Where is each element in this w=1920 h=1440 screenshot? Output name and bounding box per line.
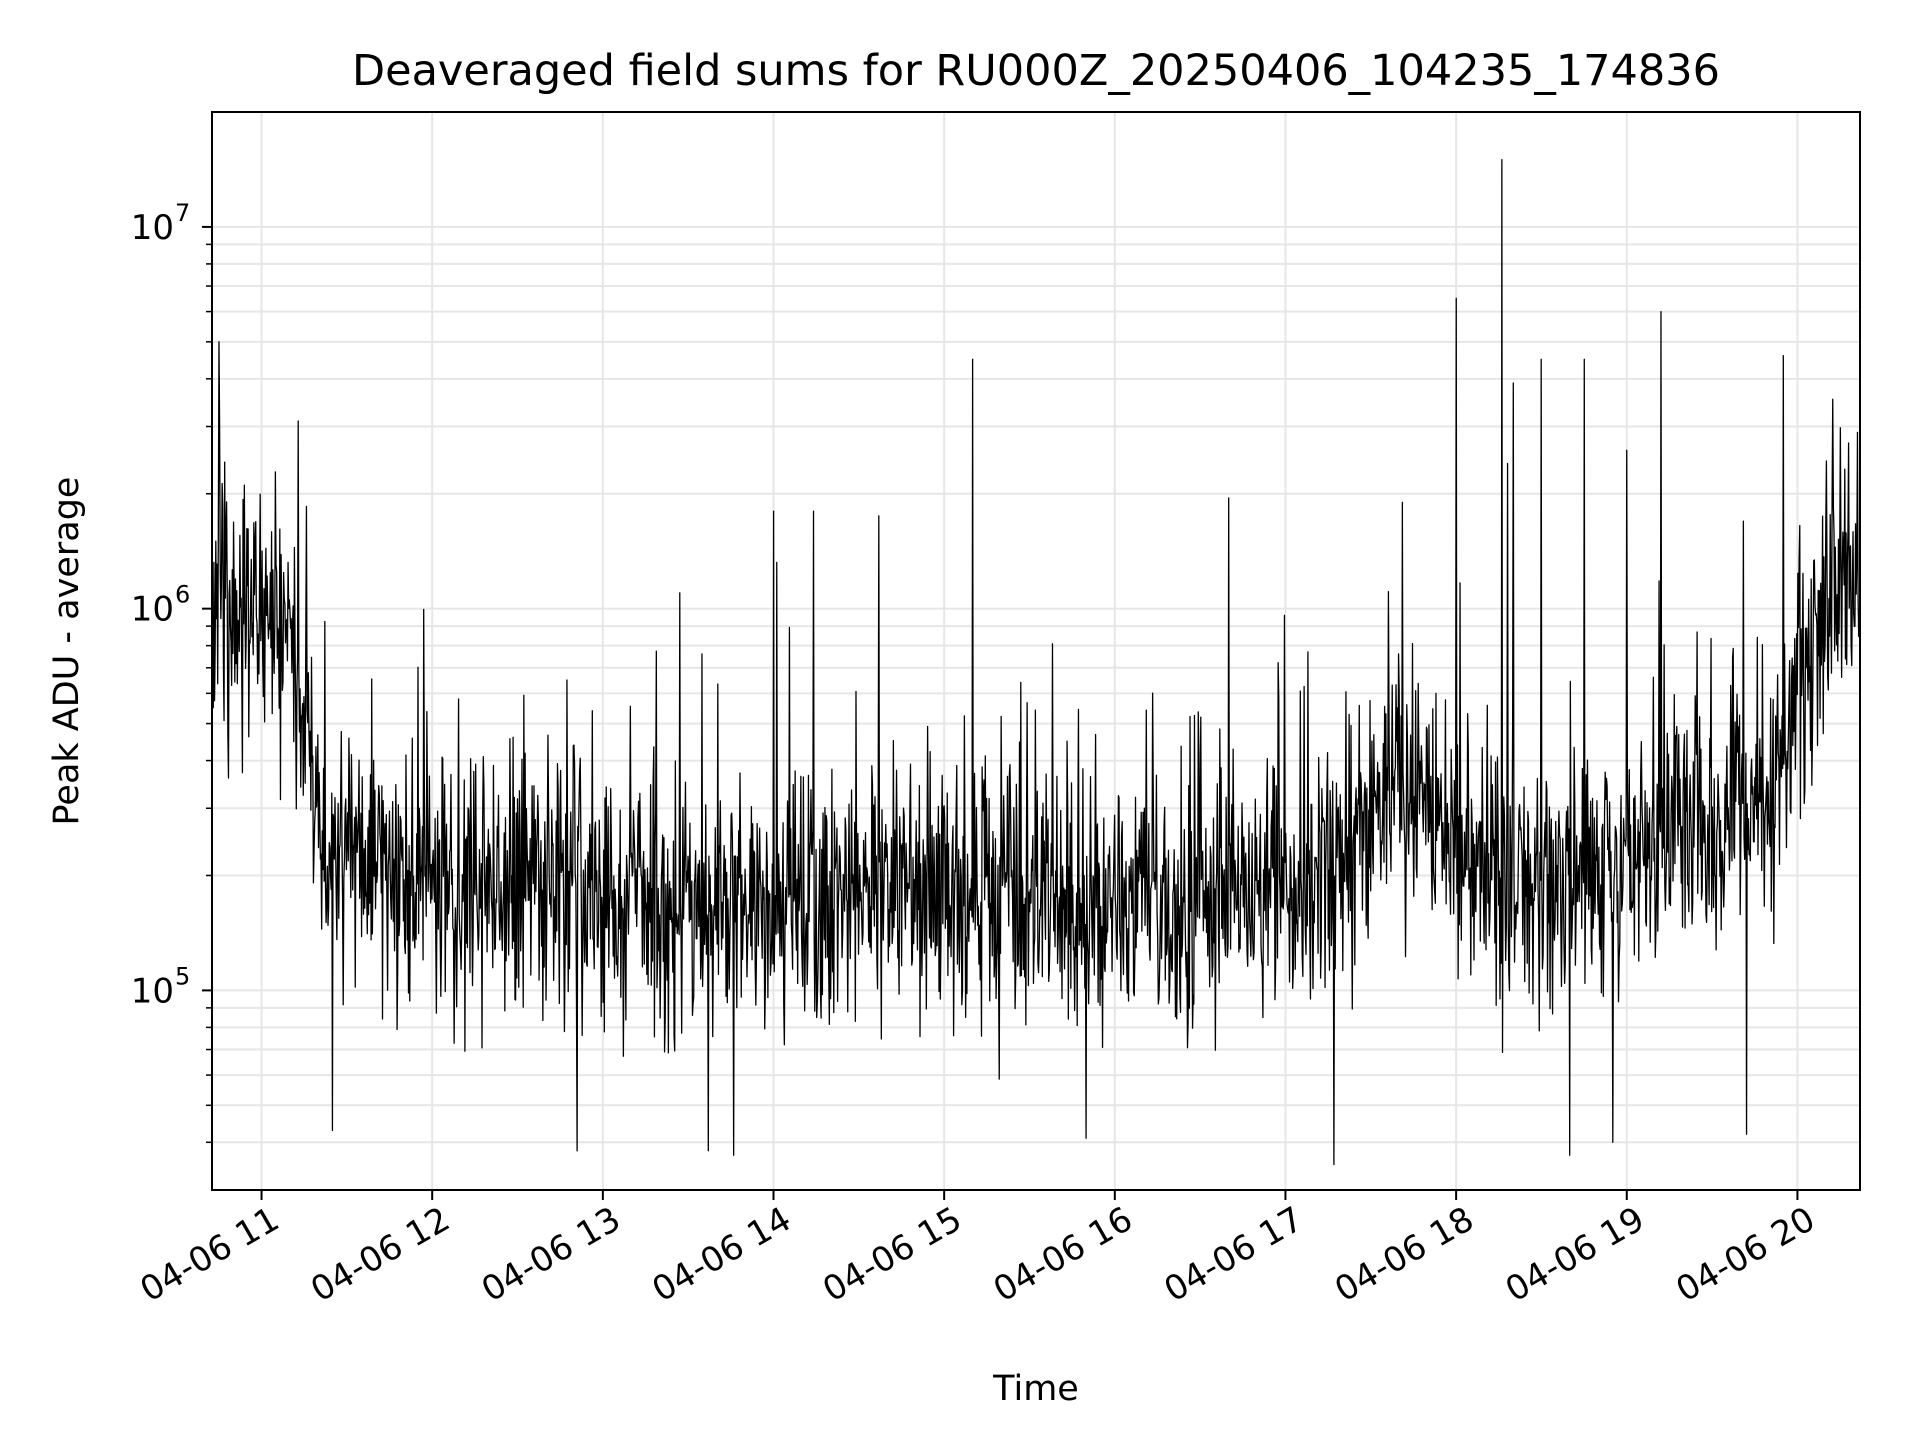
y-tick-label: 10 [131,208,174,248]
y-tick-label: 10 [131,590,174,630]
y-tick-label: 10 [131,971,174,1011]
y-tick-exponent: 6 [175,581,190,609]
plot-frame [211,111,1861,1191]
x-axis-label: Time [992,1369,1079,1409]
chart-title: Deaveraged field sums for RU000Z_2025040… [352,46,1720,96]
series-line [211,159,1861,1166]
y-axis-label: Peak ADU - average [47,477,87,826]
y-tick-exponent: 7 [175,199,190,227]
plot-area-background [212,112,1860,1190]
major-gridlines [212,112,1860,1190]
y-tick-exponent: 5 [175,962,190,990]
series-layer [211,159,1861,1166]
